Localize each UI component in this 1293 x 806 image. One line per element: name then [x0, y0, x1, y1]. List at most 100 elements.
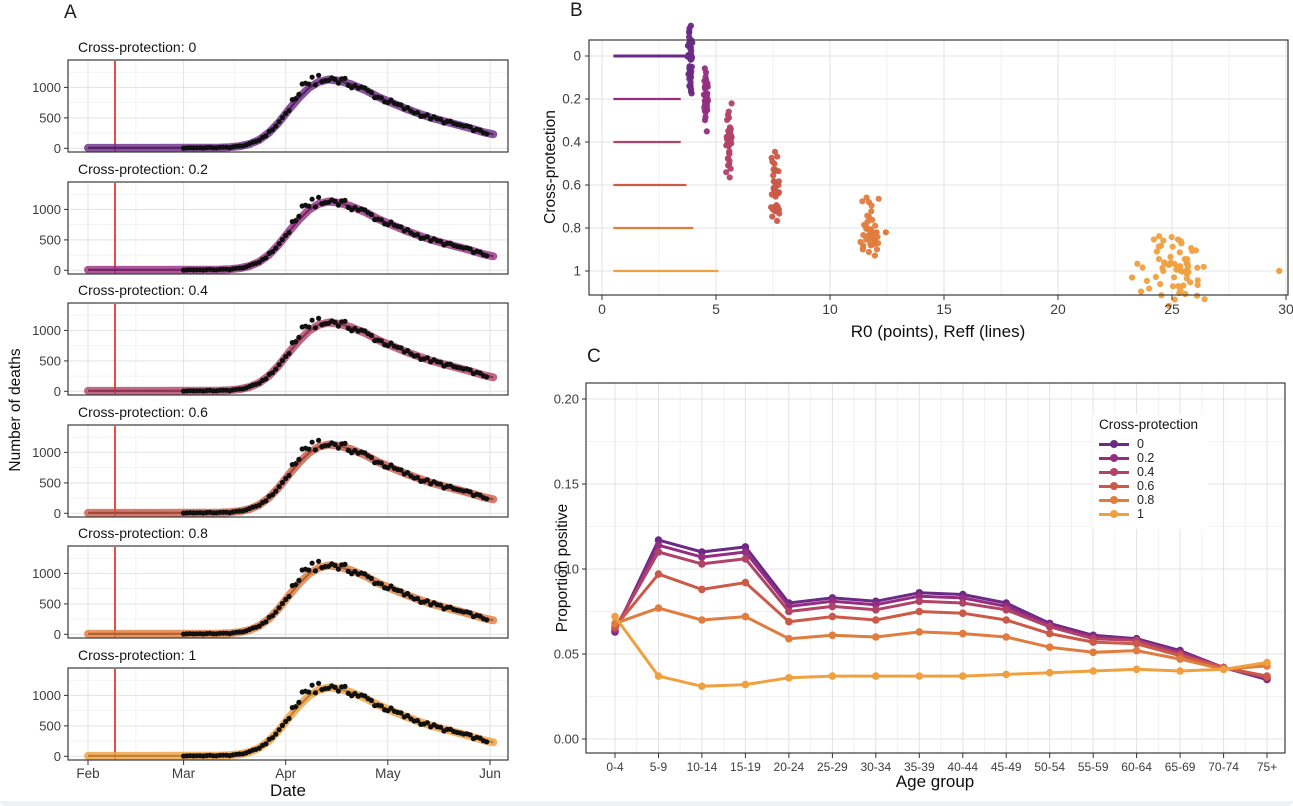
- svg-text:30-34: 30-34: [860, 760, 891, 774]
- series-line-0.8: [614, 606, 1268, 671]
- panel-a-facet-1: 0 500 1000: [32, 181, 509, 278]
- svg-text:1000: 1000: [32, 80, 61, 95]
- panel-a-facet-5: 0 500 1000 Feb Mar Apr May Jun: [32, 667, 509, 781]
- svg-text:20-24: 20-24: [774, 760, 805, 774]
- svg-text:0-4: 0-4: [606, 760, 624, 774]
- svg-text:20: 20: [1050, 301, 1066, 317]
- svg-text:10: 10: [822, 301, 838, 317]
- panel-c-x-axis-label: Age group: [895, 772, 975, 791]
- svg-text:0.4: 0.4: [562, 135, 581, 150]
- legend-item-5: 1: [1099, 507, 1198, 521]
- panel-a-facet-3: 0 500 1000: [32, 424, 509, 521]
- svg-text:0: 0: [598, 301, 606, 317]
- legend-item-label: 1: [1137, 507, 1144, 521]
- svg-text:65-69: 65-69: [1165, 760, 1196, 774]
- legend-item-4: 0.8: [1099, 493, 1198, 507]
- svg-text:25-29: 25-29: [817, 760, 848, 774]
- model-ribbon: [84, 197, 498, 274]
- svg-text:500: 500: [39, 718, 61, 733]
- facet-title-0_6: Cross-protection: 0.6: [78, 404, 208, 420]
- svg-text:0: 0: [54, 749, 61, 764]
- panel-c-y-axis-label: Proportion positive: [554, 503, 571, 633]
- screenshot-bottom-edge: [0, 801, 1293, 806]
- svg-text:40-44: 40-44: [947, 760, 978, 774]
- svg-text:30: 30: [1278, 301, 1293, 317]
- svg-text:0: 0: [54, 506, 61, 521]
- legend-key-line-point-icon: [1099, 465, 1129, 479]
- legend-item-label: 0.4: [1137, 465, 1155, 479]
- model-ribbon: [84, 561, 498, 638]
- panel-a-label: A: [64, 2, 77, 23]
- svg-text:500: 500: [39, 596, 61, 611]
- legend-cross-protection: Cross-protection 0 0.2 0.4 0.6 0.8 1: [1093, 414, 1209, 529]
- svg-text:5: 5: [712, 301, 720, 317]
- svg-text:0: 0: [54, 627, 61, 642]
- legend-key-line-point-icon: [1099, 507, 1129, 521]
- panel-b-y-axis-label: Cross-protection: [542, 110, 559, 224]
- svg-text:0: 0: [54, 141, 61, 156]
- svg-text:0.20: 0.20: [554, 392, 579, 407]
- panel-a-facet-4: 0 500 1000: [32, 545, 509, 642]
- svg-text:0.2: 0.2: [562, 92, 581, 107]
- svg-text:Apr: Apr: [275, 766, 297, 781]
- svg-text:500: 500: [39, 232, 61, 247]
- svg-text:0.15: 0.15: [554, 477, 579, 492]
- model-ribbon: [84, 75, 498, 152]
- svg-text:60-64: 60-64: [1121, 760, 1152, 774]
- legend-item-3: 0.6: [1099, 479, 1198, 493]
- panel-a-y-axis-label: Number of deaths: [7, 348, 24, 472]
- legend-item-2: 0.4: [1099, 465, 1198, 479]
- svg-text:1000: 1000: [32, 202, 61, 217]
- legend-title: Cross-protection: [1099, 417, 1199, 432]
- panel-a-facet-2: 0 500 1000: [32, 302, 509, 399]
- svg-text:0.6: 0.6: [562, 178, 581, 193]
- svg-text:50-54: 50-54: [1034, 760, 1065, 774]
- svg-text:1000: 1000: [32, 323, 61, 338]
- svg-text:0.00: 0.00: [554, 732, 579, 747]
- svg-text:70-74: 70-74: [1208, 760, 1239, 774]
- panel-a-facet-0: 0 500 1000: [32, 59, 509, 156]
- legend-key-line-point-icon: [1099, 479, 1129, 493]
- facet-title-0_8: Cross-protection: 0.8: [78, 525, 208, 541]
- model-ribbon: [84, 683, 498, 760]
- svg-text:500: 500: [39, 110, 61, 125]
- svg-text:Feb: Feb: [76, 766, 99, 781]
- model-ribbon: [84, 440, 498, 517]
- svg-text:35-39: 35-39: [904, 760, 935, 774]
- legend-item-label: 0.6: [1137, 479, 1155, 493]
- svg-text:500: 500: [39, 353, 61, 368]
- legend-key-line-point-icon: [1099, 493, 1129, 507]
- svg-text:0: 0: [54, 263, 61, 278]
- legend-item-1: 0.2: [1099, 451, 1198, 465]
- panel-b-label: B: [570, 0, 583, 21]
- svg-text:0.05: 0.05: [554, 647, 579, 662]
- svg-text:55-59: 55-59: [1078, 760, 1109, 774]
- svg-text:0: 0: [573, 49, 581, 64]
- panel-b-x-axis-label: R0 (points), Reff (lines): [850, 322, 1026, 341]
- svg-text:500: 500: [39, 475, 61, 490]
- svg-text:0.8: 0.8: [562, 221, 581, 236]
- series-line-0: [613, 538, 1268, 681]
- legend-item-0: 0: [1099, 437, 1198, 451]
- svg-text:Mar: Mar: [172, 766, 196, 781]
- facet-title-1: Cross-protection: 1: [78, 647, 197, 663]
- model-ribbon: [84, 318, 498, 395]
- svg-text:25: 25: [1164, 301, 1180, 317]
- legend-item-label: 0: [1137, 437, 1144, 451]
- svg-text:May: May: [375, 766, 401, 781]
- series-line-1: [613, 615, 1268, 688]
- svg-text:0.10: 0.10: [554, 562, 579, 577]
- legend-item-label: 0.8: [1137, 493, 1155, 507]
- svg-text:1000: 1000: [32, 688, 61, 703]
- legend-key-line-point-icon: [1099, 451, 1129, 465]
- svg-text:75+: 75+: [1257, 760, 1277, 774]
- panel-c-label: C: [587, 346, 601, 367]
- panel-a-x-axis-label: Date: [270, 781, 306, 800]
- facet-title-0_2: Cross-protection: 0.2: [78, 161, 208, 177]
- legend-key-line-point-icon: [1099, 437, 1129, 451]
- panel-b-plot: 0 5 10 15 20 25 30 0 0.2 0.4 0.6 0.8 1: [562, 22, 1293, 317]
- svg-text:5-9: 5-9: [650, 760, 668, 774]
- svg-text:1000: 1000: [32, 445, 61, 460]
